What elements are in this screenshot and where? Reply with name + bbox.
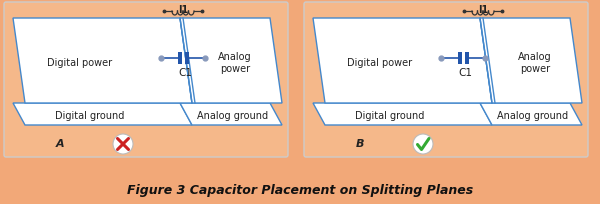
Text: Digital ground: Digital ground	[55, 111, 125, 121]
Text: Digital ground: Digital ground	[355, 111, 425, 121]
Polygon shape	[13, 18, 192, 103]
Polygon shape	[180, 103, 282, 125]
Text: Digital power: Digital power	[347, 58, 413, 68]
Text: Digital power: Digital power	[47, 58, 113, 68]
Text: Analog
power: Analog power	[518, 52, 552, 74]
Text: Analog ground: Analog ground	[497, 111, 569, 121]
Polygon shape	[13, 103, 192, 125]
Bar	[185, 52, 188, 64]
Bar	[178, 52, 182, 64]
Polygon shape	[480, 103, 582, 125]
FancyBboxPatch shape	[4, 2, 288, 157]
Text: Analog ground: Analog ground	[197, 111, 269, 121]
Polygon shape	[180, 18, 282, 103]
Bar	[464, 52, 469, 64]
Text: B: B	[356, 139, 364, 149]
Text: A: A	[56, 139, 64, 149]
Polygon shape	[480, 18, 582, 103]
Text: I1: I1	[478, 5, 488, 15]
Polygon shape	[313, 103, 492, 125]
Text: Figure 3 Capacitor Placement on Splitting Planes: Figure 3 Capacitor Placement on Splittin…	[127, 184, 473, 197]
Text: C1: C1	[178, 68, 192, 78]
FancyBboxPatch shape	[304, 2, 588, 157]
Text: C1: C1	[458, 68, 472, 78]
Polygon shape	[313, 18, 492, 103]
Bar	[458, 52, 461, 64]
Text: I1: I1	[178, 5, 188, 15]
Circle shape	[413, 134, 433, 154]
Circle shape	[113, 134, 133, 154]
Text: Analog
power: Analog power	[218, 52, 252, 74]
